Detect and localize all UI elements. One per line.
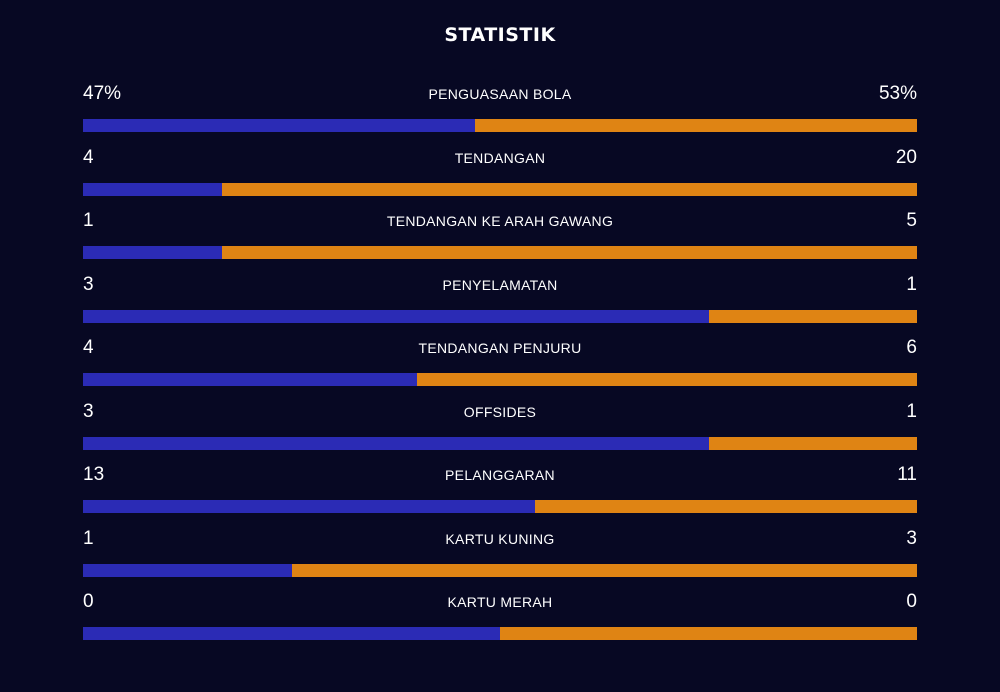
stat-home-value: 1: [83, 210, 94, 231]
stat-home-value: 47%: [83, 83, 122, 104]
stat-away-value: 0: [906, 591, 917, 612]
stat-away-value: 1: [906, 273, 917, 295]
stats-list: 47% PENGUASAAN BOLA 53% 4 TENDANGAN 20 1…: [83, 80, 917, 652]
away-bar-segment: [534, 500, 917, 513]
stat-home-value: 1: [83, 527, 94, 549]
home-bar-segment: [83, 373, 417, 386]
stat-row-yellow-cards: 1 KARTU KUNING 3: [83, 525, 917, 589]
stat-row-corners: 4 TENDANGAN PENJURU 6: [83, 334, 917, 398]
stat-comparison-bar: [83, 627, 917, 640]
stat-row-possession: 47% PENGUASAAN BOLA 53%: [83, 80, 917, 144]
home-bar-segment: [83, 119, 475, 132]
stat-away-value: 1: [906, 400, 917, 422]
stat-label: OFFSIDES: [463, 403, 537, 420]
stat-comparison-bar: [83, 563, 917, 577]
stat-away-value: 6: [906, 337, 917, 358]
away-bar-segment: [708, 436, 917, 450]
stat-home-value: 3: [83, 400, 94, 422]
stat-label: TENDANGAN: [454, 149, 546, 166]
stat-comparison-bar: [83, 182, 917, 196]
stat-comparison-bar: [83, 309, 917, 323]
stat-label: TENDANGAN KE ARAH GAWANG: [386, 213, 614, 229]
home-bar-segment: [83, 246, 222, 259]
away-bar-segment: [221, 246, 917, 259]
stat-comparison-bar: [83, 119, 917, 132]
away-bar-segment: [708, 309, 917, 323]
stat-comparison-bar: [83, 500, 917, 513]
stat-home-value: 4: [83, 337, 94, 358]
away-bar-segment: [221, 182, 917, 196]
home-bar-segment: [83, 309, 709, 323]
stat-row-red-cards: 0 KARTU MERAH 0: [83, 588, 917, 652]
stat-comparison-bar: [83, 436, 917, 450]
stat-home-value: 13: [83, 464, 105, 485]
stat-row-fouls: 13 PELANGGARAN 11: [83, 461, 917, 525]
stat-home-value: 0: [83, 591, 94, 612]
stat-row-saves: 3 PENYELAMATAN 1: [83, 271, 917, 335]
stat-row-shots: 4 TENDANGAN 20: [83, 144, 917, 208]
stat-away-value: 11: [897, 464, 917, 485]
stat-home-value: 3: [83, 273, 94, 295]
home-bar-segment: [83, 627, 500, 640]
stat-comparison-bar: [83, 246, 917, 259]
away-bar-segment: [416, 373, 917, 386]
stat-label: PENYELAMATAN: [442, 276, 558, 293]
stat-home-value: 4: [83, 146, 94, 168]
stat-comparison-bar: [83, 373, 917, 386]
stat-label: KARTU MERAH: [447, 594, 553, 610]
stat-label: PELANGGARAN: [445, 467, 555, 483]
stat-label: KARTU KUNING: [445, 530, 555, 547]
home-bar-segment: [83, 436, 709, 450]
away-bar-segment: [474, 119, 917, 132]
stat-row-offsides: 3 OFFSIDES 1: [83, 398, 917, 462]
stat-row-shots-on-target: 1 TENDANGAN KE ARAH GAWANG 5: [83, 207, 917, 271]
stat-label: TENDANGAN PENJURU: [418, 340, 582, 356]
stats-title: STATISTIK: [444, 24, 556, 46]
stat-away-value: 5: [906, 210, 917, 231]
home-bar-segment: [83, 182, 222, 196]
stat-away-value: 53%: [878, 83, 917, 104]
stat-label: PENGUASAAN BOLA: [428, 86, 572, 102]
home-bar-segment: [83, 563, 292, 577]
away-bar-segment: [500, 627, 917, 640]
stat-away-value: 20: [895, 146, 917, 168]
stat-away-value: 3: [906, 527, 917, 549]
away-bar-segment: [291, 563, 917, 577]
home-bar-segment: [83, 500, 535, 513]
